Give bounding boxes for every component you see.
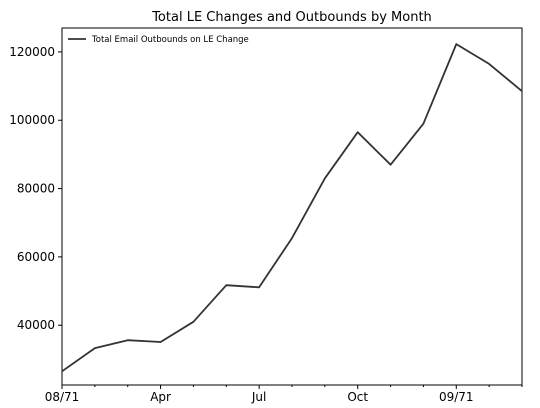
legend-label: Total Email Outbounds on LE Change: [91, 35, 249, 45]
chart-title: Total LE Changes and Outbounds by Month: [151, 10, 432, 25]
y-tick-label: 60000: [17, 250, 55, 264]
y-tick-label: 40000: [17, 318, 55, 332]
x-tick-label: Apr: [150, 390, 171, 404]
y-tick-label: 100000: [9, 113, 55, 127]
y-axis: 40000 60000 80000 100000 120000: [9, 45, 62, 332]
x-tick-label: 09/71: [439, 390, 474, 404]
x-axis: 08/71 Apr Jul Oct 09/71: [45, 385, 523, 404]
legend: Total Email Outbounds on LE Change: [68, 35, 249, 45]
x-tick-label: 08/71: [45, 390, 80, 404]
series-line: [61, 43, 523, 373]
x-tick-label: Jul: [251, 390, 266, 404]
y-tick-label: 80000: [17, 182, 55, 196]
y-tick-label: 120000: [9, 45, 55, 59]
plot-area: [61, 27, 523, 386]
plot-frame: [61, 27, 523, 386]
x-tick-label: Oct: [347, 390, 368, 404]
series-layer: [61, 43, 523, 373]
